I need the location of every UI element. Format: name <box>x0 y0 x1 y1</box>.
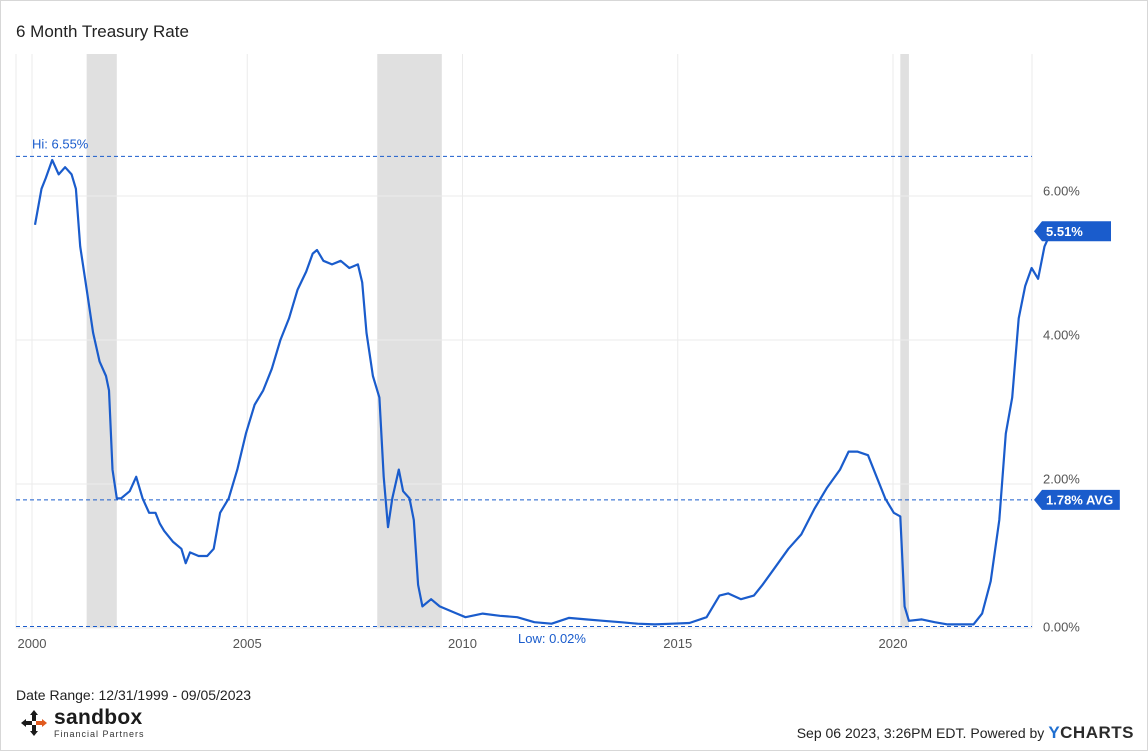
x-tick-label: 2020 <box>879 636 908 651</box>
powered-by-text: Powered by <box>970 725 1045 741</box>
y-tick-label: 0.00% <box>1043 619 1080 634</box>
ycharts-logo-rest: CHARTS <box>1060 723 1134 742</box>
x-tick-label: 2015 <box>663 636 692 651</box>
gridlines <box>15 54 1033 629</box>
recession-bands <box>86 54 909 628</box>
ycharts-logo[interactable]: YCHARTS <box>1048 723 1134 743</box>
avg-flag-bg <box>1034 489 1120 510</box>
series-lines <box>33 158 1055 626</box>
last-value-flag-bg <box>1034 221 1111 242</box>
recession-band-2 <box>900 54 909 628</box>
reference-lines <box>16 155 1032 628</box>
sandbox-logo[interactable]: sandbox Financial Partners <box>20 707 145 739</box>
logo-main-text: sandbox <box>54 706 143 729</box>
chart-title: 6 Month Treasury Rate <box>16 22 189 41</box>
low-label: Low: 0.02% <box>518 631 586 646</box>
y-tick-label: 2.00% <box>1043 471 1080 486</box>
last-value-flag-text: 5.51% <box>1046 224 1083 239</box>
last-value-flag: 5.51% <box>1034 221 1111 242</box>
recession-band-0 <box>86 54 117 628</box>
y-tick-label: 4.00% <box>1043 327 1080 342</box>
x-tick-label: 2000 <box>18 636 47 651</box>
timestamp-text: Sep 06 2023, 3:26PM EDT. <box>796 725 967 741</box>
axis-ticks: 0.00% 2.00% 4.00% 6.00% 2000 2005 2010 2015 2020 <box>18 183 1081 651</box>
date-range-text: Date Range: 12/31/1999 - 09/05/2023 <box>16 687 252 703</box>
series-line-0 <box>33 158 1055 626</box>
x-tick-label: 2005 <box>233 636 262 651</box>
value-labels: Hi: 6.55% Low: 0.02% 1.78% AVG 5.51% <box>32 136 1120 646</box>
recession-band-1 <box>377 54 442 628</box>
y-tick-label: 6.00% <box>1043 183 1080 198</box>
compass-arrows-icon <box>21 710 47 736</box>
footer-credit: Sep 06 2023, 3:26PM EDT. Powered by YCHA… <box>797 723 1134 743</box>
avg-flag-text: 1.78% AVG <box>1046 492 1113 507</box>
ycharts-logo-y: Y <box>1048 723 1061 742</box>
x-tick-label: 2010 <box>448 636 477 651</box>
hi-label: Hi: 6.55% <box>32 136 89 151</box>
logo-sub-text: Financial Partners <box>54 729 145 739</box>
avg-flag: 1.78% AVG <box>1034 489 1120 510</box>
